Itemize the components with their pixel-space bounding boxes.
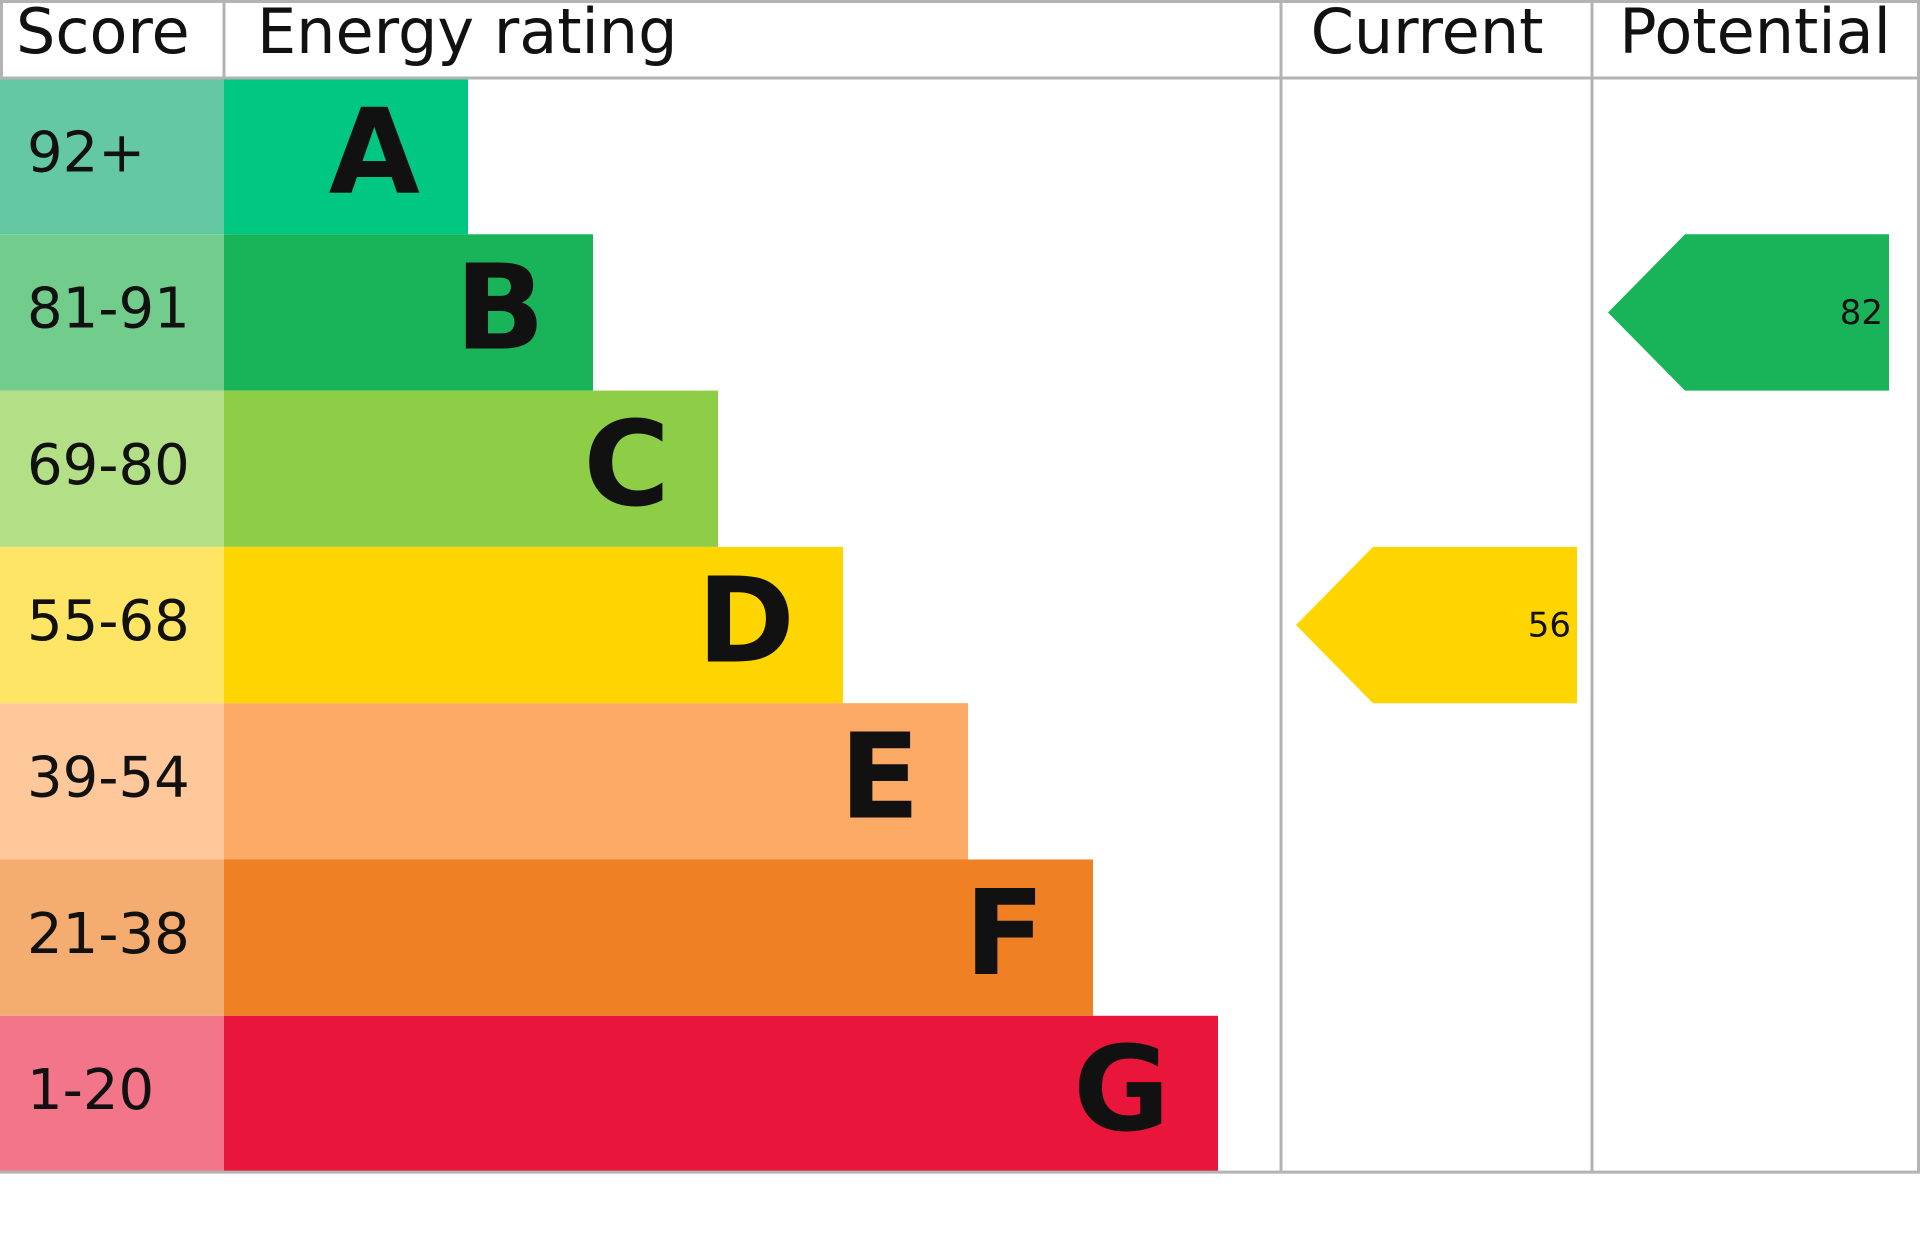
score-cell bbox=[0, 1015, 224, 1173]
rating-letter: E bbox=[839, 708, 920, 846]
rating-bar bbox=[224, 1015, 1218, 1173]
rating-bar bbox=[224, 78, 468, 235]
score-range: 69-80 bbox=[27, 433, 190, 498]
score-cell bbox=[0, 703, 224, 860]
potential-arrow bbox=[1608, 234, 1889, 391]
current-arrow bbox=[1296, 546, 1577, 704]
header-score: Score bbox=[16, 0, 190, 68]
header-potential: Potential bbox=[1619, 0, 1891, 68]
rating-bar bbox=[224, 703, 968, 860]
score-cell bbox=[0, 390, 224, 547]
rating-bar bbox=[224, 234, 593, 391]
rating-bar bbox=[224, 859, 1093, 1016]
rating-letter: G bbox=[1073, 1020, 1170, 1158]
score-cell bbox=[0, 859, 224, 1016]
score-range: 81-91 bbox=[27, 277, 190, 342]
score-cell bbox=[0, 234, 224, 391]
rating-letter: B bbox=[455, 239, 545, 377]
rating-bar bbox=[224, 390, 718, 547]
rating-letter: C bbox=[583, 395, 670, 533]
score-range: 21-38 bbox=[27, 902, 190, 967]
score-range: 39-54 bbox=[27, 745, 190, 810]
score-range: 1-20 bbox=[27, 1058, 154, 1123]
score-range: 55-68 bbox=[27, 589, 190, 654]
score-cell bbox=[0, 78, 224, 235]
rating-letter: F bbox=[964, 864, 1045, 1002]
rating-letter: A bbox=[329, 82, 420, 220]
current-value: 56 bbox=[1528, 606, 1571, 646]
header-rating: Energy rating bbox=[257, 0, 677, 68]
score-cell bbox=[0, 546, 224, 704]
score-range: 92+ bbox=[27, 120, 145, 185]
header-current: Current bbox=[1311, 0, 1544, 68]
rating-letter: D bbox=[697, 551, 795, 689]
potential-value: 82 bbox=[1840, 293, 1883, 333]
rating-bar bbox=[224, 546, 843, 704]
